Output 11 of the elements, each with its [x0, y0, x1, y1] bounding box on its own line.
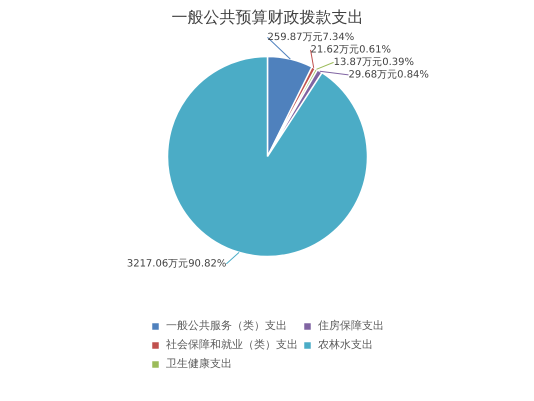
- legend-label: 住房保障支出: [318, 318, 384, 333]
- data-label: 259.87万元7.34%: [268, 32, 354, 43]
- data-label: 21.62万元0.61%: [310, 44, 391, 56]
- legend-label: 农林水支出: [318, 337, 373, 352]
- data-label: 29.68万元0.84%: [348, 69, 429, 80]
- legend-label: 卫生健康支出: [166, 356, 232, 371]
- chart-title: 一般公共预算财政拨款支出: [172, 8, 364, 26]
- legend-label: 社会保障和就业（类）支出: [166, 337, 298, 352]
- legend-label: 一般公共服务（类）支出: [166, 318, 287, 333]
- data-label: 3217.06万元90.82%: [126, 258, 226, 270]
- data-label: 13.87万元0.39%: [334, 56, 414, 68]
